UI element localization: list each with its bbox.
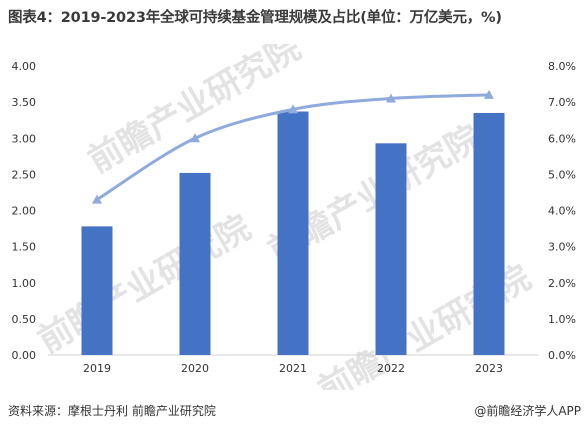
x-axis-ticks: 2019 2020 2021 2022 2023 [83, 362, 503, 375]
line-marker-2019 [92, 194, 102, 204]
right-axis-tick-label: 4.0% [548, 205, 576, 218]
left-axis-tick-label: 3.00 [12, 132, 37, 145]
bar-2020 [179, 172, 211, 355]
right-axis-tick-label: 7.0% [548, 96, 576, 109]
x-axis-tick-label: 2020 [181, 362, 209, 375]
right-axis-ticks: 0.0% 1.0% 2.0% 3.0% 4.0% 5.0% 6.0% 7.0% 8.0% [548, 60, 576, 362]
right-axis-tick-label: 2.0% [548, 277, 576, 290]
brand-note: @前瞻经济学人APP [474, 404, 581, 418]
right-axis-tick-label: 5.0% [548, 168, 576, 181]
left-axis-tick-label: 2.50 [12, 168, 37, 181]
left-axis-tick-label: 1.50 [12, 241, 37, 254]
x-axis-tick-label: 2022 [377, 362, 405, 375]
watermark-text: 前瞻产业研究院 [31, 208, 257, 362]
line-marker-2023 [484, 89, 494, 99]
right-axis-tick-label: 0.0% [548, 349, 576, 362]
right-axis-tick-label: 3.0% [548, 241, 576, 254]
x-axis-tick-label: 2023 [475, 362, 503, 375]
left-axis-tick-label: 4.00 [12, 60, 37, 73]
x-axis-tick-label: 2021 [279, 362, 307, 375]
x-axis-tick-label: 2019 [83, 362, 111, 375]
left-axis-tick-label: 1.00 [12, 277, 37, 290]
left-axis-tick-label: 0.50 [12, 313, 37, 326]
bar-series [81, 111, 505, 356]
left-axis-tick-label: 3.50 [12, 96, 37, 109]
right-axis-tick-label: 8.0% [548, 60, 576, 73]
line-marker-2020 [190, 133, 200, 143]
line-series [92, 89, 494, 204]
line-marker-2022 [386, 93, 396, 103]
bar-2022 [375, 143, 407, 355]
chart-title: 图表4：2019-2023年全球可持续基金管理规模及占比(单位：万亿美元，%) [8, 10, 502, 26]
right-axis-tick-label: 1.0% [548, 313, 576, 326]
source-note: 资料来源：摩根士丹利 前瞻产业研究院 [8, 404, 216, 418]
bar-2023 [473, 112, 505, 356]
bar-2021 [277, 111, 309, 355]
bar-2019 [81, 226, 113, 355]
left-axis-tick-label: 0.00 [12, 349, 37, 362]
right-axis-tick-label: 6.0% [548, 132, 576, 145]
line-marker-2021 [288, 104, 298, 114]
left-axis-tick-label: 2.00 [12, 205, 37, 218]
left-axis-ticks: 0.00 0.50 1.00 1.50 2.00 2.50 3.00 3.50 4.00 [12, 60, 37, 362]
